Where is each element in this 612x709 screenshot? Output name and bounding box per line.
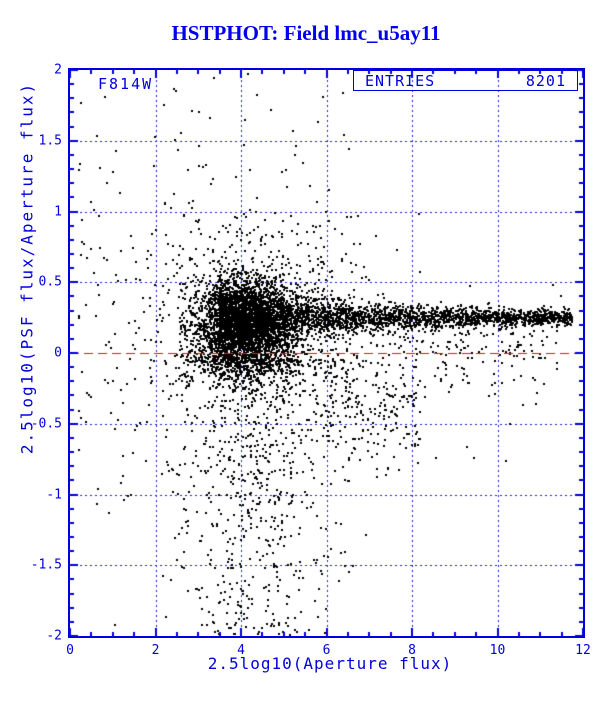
x-tick-label: 8 [408, 643, 416, 658]
entries-box: ENTRIES 8201 [353, 70, 578, 91]
y-tick-label: 0.5 [38, 274, 62, 290]
y-tick-label: -1 [46, 487, 62, 502]
x-tick-label: 12 [575, 643, 591, 658]
y-tick-label: 1.5 [38, 133, 62, 149]
x-tick-label: 6 [322, 643, 331, 658]
plot-title: HSTPHOT: Field lmc_u5ay11 [171, 21, 441, 45]
x-tick-label: 2 [151, 643, 160, 658]
x-tick-label: 0 [66, 643, 74, 658]
y-tick-label: 1 [54, 204, 62, 219]
x-axis-title: 2.5log10(Aperture flux) [207, 654, 453, 673]
scatter-canvas [70, 70, 583, 636]
y-tick-label: -2 [46, 628, 62, 644]
entries-value: 8201 [525, 71, 566, 90]
x-tick-label: 4 [237, 643, 245, 658]
filter-label: F814W [98, 75, 154, 93]
plot-area [68, 68, 585, 638]
x-tick-label: 10 [489, 643, 506, 658]
y-tick-label: 2 [54, 62, 62, 78]
y-tick-label: -1.5 [30, 557, 62, 573]
y-tick-label: -0.5 [30, 416, 62, 432]
entries-label: ENTRIES [365, 71, 436, 90]
y-tick-label: 0 [54, 345, 62, 361]
